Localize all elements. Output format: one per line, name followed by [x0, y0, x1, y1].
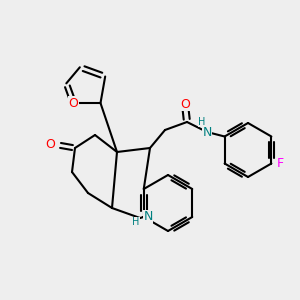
Text: N: N: [143, 211, 153, 224]
Text: O: O: [180, 98, 190, 110]
Text: O: O: [45, 139, 55, 152]
Text: H: H: [132, 217, 140, 227]
Text: O: O: [69, 97, 78, 110]
Text: H: H: [198, 117, 206, 127]
Text: F: F: [277, 157, 284, 170]
Text: N: N: [202, 125, 212, 139]
